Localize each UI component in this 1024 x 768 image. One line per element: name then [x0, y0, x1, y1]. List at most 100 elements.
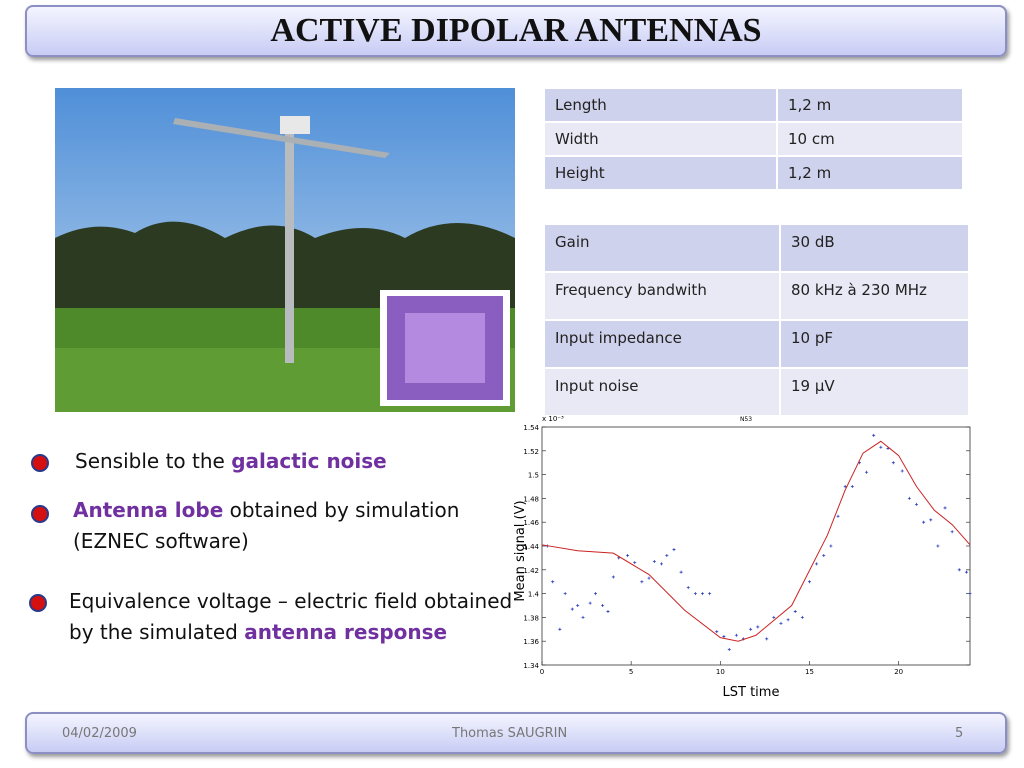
data-point — [907, 496, 911, 500]
specs-table: Gain 30 dB Frequency bandwith 80 kHz à 230 … — [543, 223, 970, 417]
bullet: Antenna lobe obtained by simulation (EZN… — [73, 495, 483, 557]
table-cell: Length — [543, 87, 778, 123]
table-row: Input noise 19 µV — [543, 367, 970, 417]
bullet-dot — [31, 454, 49, 472]
data-point — [708, 592, 712, 596]
y-tick-label: 1.5 — [528, 472, 539, 480]
y-tick-label: 1.36 — [523, 638, 539, 646]
data-point — [929, 518, 933, 522]
data-point — [652, 559, 656, 563]
data-point — [879, 445, 883, 449]
y-tick-label: 1.38 — [523, 614, 539, 622]
table-cell: Input noise — [543, 367, 781, 417]
x-tick-label: 20 — [894, 668, 903, 676]
data-point — [551, 580, 555, 584]
data-point — [633, 561, 637, 565]
y-tick-label: 1.52 — [523, 448, 539, 456]
x-tick-label: 5 — [629, 668, 633, 676]
data-point — [822, 554, 826, 558]
data-point — [588, 601, 592, 605]
data-point — [915, 502, 918, 506]
data-point — [606, 609, 610, 613]
data-point — [563, 592, 567, 596]
data-point — [693, 592, 697, 596]
data-point — [727, 648, 731, 652]
bullet-text: Sensible to the — [75, 449, 232, 473]
data-point — [679, 570, 683, 574]
y-multiplier: x 10⁻³ — [542, 415, 564, 423]
data-point — [957, 568, 961, 572]
data-point — [815, 562, 819, 566]
table-row: Height 1,2 m — [543, 155, 964, 191]
x-tick-label: 10 — [716, 668, 725, 676]
fit-line — [541, 440, 971, 642]
chart-title: N53 — [740, 416, 752, 423]
y-tick-label: 1.4 — [528, 591, 540, 599]
footer-date: 04/02/2009 — [62, 726, 137, 741]
y-tick-label: 1.34 — [523, 662, 539, 670]
data-point — [786, 618, 790, 622]
y-tick-label: 1.44 — [523, 543, 539, 551]
y-tick-label: 1.46 — [523, 519, 539, 527]
data-point — [836, 514, 840, 518]
table-cell: 10 cm — [776, 121, 964, 157]
data-point — [756, 625, 760, 629]
table-cell: Frequency bandwith — [543, 271, 781, 321]
table-cell: 10 pF — [779, 319, 970, 369]
data-point — [665, 554, 669, 558]
data-point — [850, 485, 854, 488]
table-row: Width 10 cm — [543, 121, 964, 157]
data-point — [891, 461, 895, 465]
table-cell: 80 kHz à 230 MHz — [779, 271, 970, 321]
data-point — [843, 485, 847, 488]
table-cell: Gain — [543, 223, 781, 273]
bullet-text: Equivalence voltage – electric field obt… — [69, 589, 513, 644]
table-cell: 30 dB — [779, 223, 970, 273]
data-point — [943, 506, 947, 510]
data-point — [900, 469, 904, 473]
data-point — [626, 554, 630, 558]
bullet-emphasis: Antenna lobe — [73, 498, 224, 522]
footer-author: Thomas SAUGRIN — [452, 726, 568, 741]
footer-bar: 04/02/2009 Thomas SAUGRIN 5 — [25, 712, 1007, 754]
y-tick-label: 1.54 — [523, 424, 539, 432]
bullet-dot — [29, 594, 47, 612]
data-point — [558, 627, 562, 631]
table-cell: Height — [543, 155, 778, 191]
data-point — [779, 621, 783, 625]
bullet-dot — [31, 505, 49, 523]
bullet: Sensible to the galactic noise — [75, 446, 387, 477]
table-cell: 19 µV — [779, 367, 970, 417]
data-point — [734, 633, 738, 637]
x-tick-label: 15 — [805, 668, 814, 676]
table-cell: 1,2 m — [776, 155, 964, 191]
table-row: Frequency bandwith 80 kHz à 230 MHz — [543, 271, 970, 321]
table-row: Gain 30 dB — [543, 223, 970, 273]
table-cell: Width — [543, 121, 778, 157]
data-point — [601, 604, 605, 607]
x-tick-label: 0 — [540, 668, 544, 676]
data-point — [722, 634, 726, 638]
data-point — [570, 607, 574, 611]
y-tick-label: 1.48 — [523, 495, 539, 503]
data-point — [865, 470, 869, 474]
table-cell: 1,2 m — [776, 87, 964, 123]
data-point — [950, 530, 954, 534]
data-point — [829, 544, 833, 548]
table-cell: Input impedance — [543, 319, 781, 369]
data-point — [659, 562, 663, 566]
antenna-photo — [55, 88, 515, 412]
table-row: Input impedance 10 pF — [543, 319, 970, 369]
bullet-emphasis: galactic noise — [231, 449, 387, 473]
x-axis-label: LST time — [723, 685, 780, 700]
title: ACTIVE DIPOLAR ANTENNAS — [270, 12, 762, 49]
data-point — [922, 520, 926, 524]
data-point — [765, 637, 769, 641]
data-point — [715, 630, 719, 634]
data-point — [749, 627, 753, 631]
data-point — [647, 576, 651, 580]
data-point — [576, 604, 580, 607]
data-point — [640, 580, 644, 584]
bullet-emphasis: antenna response — [244, 620, 448, 644]
